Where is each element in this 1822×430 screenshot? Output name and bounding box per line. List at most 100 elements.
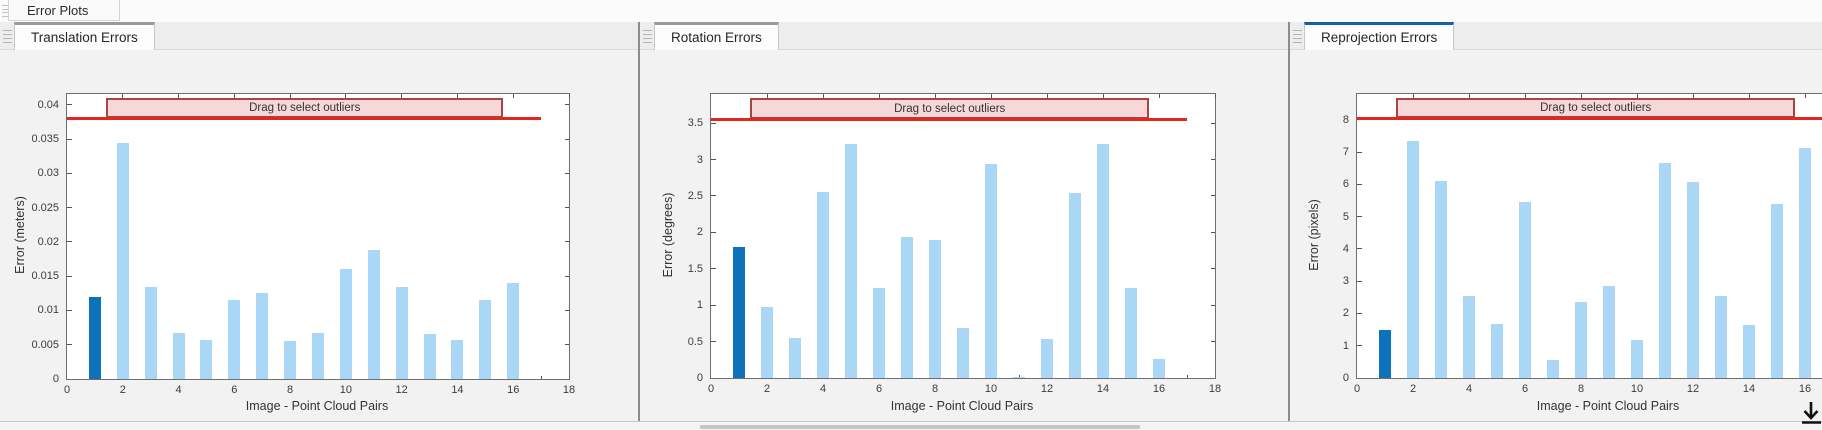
error-bar[interactable] xyxy=(1463,295,1475,378)
y-tick-mark-right xyxy=(565,172,569,174)
error-bar[interactable] xyxy=(1743,324,1755,378)
y-tick-label: 0.03 xyxy=(37,167,59,180)
panel-separator[interactable] xyxy=(1288,22,1290,421)
error-bar[interactable] xyxy=(789,337,801,378)
error-bar[interactable] xyxy=(1799,148,1811,378)
error-bar[interactable] xyxy=(817,192,829,378)
error-bar[interactable] xyxy=(1153,359,1165,378)
error-bar[interactable] xyxy=(845,143,857,378)
x-tick-label: 0 xyxy=(63,384,71,396)
x-tick-label: 6 xyxy=(875,383,883,395)
y-tick-mark xyxy=(711,195,716,197)
error-bar[interactable] xyxy=(1097,143,1109,378)
panel-separator[interactable] xyxy=(638,22,640,421)
x-tick-mark-top xyxy=(178,94,180,98)
y-tick-label: 0 xyxy=(1342,372,1349,384)
outlier-selection-band[interactable]: Drag to select outliers xyxy=(106,98,504,118)
y-tick-mark xyxy=(711,122,716,124)
highlighted-error-bar[interactable] xyxy=(733,246,745,378)
error-bar[interactable] xyxy=(423,333,436,379)
error-bar[interactable] xyxy=(395,287,408,379)
error-bar[interactable] xyxy=(1715,296,1727,378)
y-tick-label: 0.025 xyxy=(31,201,59,214)
outlier-band-label: Drag to select outliers xyxy=(249,102,361,115)
error-bar[interactable] xyxy=(1041,338,1053,378)
error-bar[interactable] xyxy=(873,287,885,378)
tab-error-plots[interactable]: Error Plots xyxy=(8,0,120,21)
error-bar[interactable] xyxy=(1547,360,1559,378)
drag-grip-icon[interactable] xyxy=(643,30,652,43)
x-tick-mark-top xyxy=(568,94,570,98)
error-bar[interactable] xyxy=(339,269,352,379)
x-tick-label: 8 xyxy=(1577,383,1585,395)
error-bar[interactable] xyxy=(1069,193,1081,378)
x-tick-mark-top xyxy=(401,94,403,98)
error-bar[interactable] xyxy=(1519,202,1531,378)
outlier-selection-band[interactable]: Drag to select outliers xyxy=(1396,98,1796,118)
drag-grip-icon[interactable] xyxy=(2,5,10,17)
x-tick-label: 2 xyxy=(119,384,126,396)
rotation-errors-plot-area[interactable]: 0 2 4 6 8 10 12 14 16 18 0 0.5 1 1.5 2 2.5 3 3.5 Drag to s… xyxy=(688,93,1221,395)
y-tick-mark xyxy=(711,268,716,270)
y-tick-mark xyxy=(711,231,716,233)
error-bar[interactable] xyxy=(172,333,185,379)
error-bar[interactable] xyxy=(985,163,997,378)
x-tick-label: 18 xyxy=(1208,383,1222,395)
panel-reprojection-errors: Reprojection Errors 02468101214161801234… xyxy=(1290,22,1822,421)
error-bar[interactable] xyxy=(929,239,941,378)
translation-x-axis-label: Image - Point Cloud Pairs xyxy=(245,399,389,413)
x-tick-mark-top xyxy=(1524,94,1526,98)
x-tick-mark-top xyxy=(822,94,824,98)
x-tick-label: 14 xyxy=(1096,383,1110,395)
translation-errors-plot-area[interactable]: 0 2 4 6 8 10 12 14 16 18 0 0.005 0.01 0.015 0.02 0.025 0… xyxy=(31,93,575,396)
y-tick-mark xyxy=(67,241,72,243)
download-arrow-icon[interactable] xyxy=(1798,398,1822,428)
tab-reprojection-errors[interactable]: Reprojection Errors xyxy=(1304,22,1455,50)
error-bar[interactable] xyxy=(1125,287,1137,378)
reprojection-y-axis-label: Error (pixels) xyxy=(1307,199,1321,271)
error-bar[interactable] xyxy=(1687,181,1699,378)
y-tick-label: 7 xyxy=(1342,146,1349,159)
y-tick-mark xyxy=(1357,248,1362,250)
outlier-selection-band[interactable]: Drag to select outliers xyxy=(750,98,1150,119)
error-bar[interactable] xyxy=(507,283,520,379)
horizontal-scrollbar-thumb[interactable] xyxy=(700,425,1140,429)
error-bar[interactable] xyxy=(957,328,969,378)
error-bar[interactable] xyxy=(284,341,297,379)
error-bar[interactable] xyxy=(1407,140,1419,378)
panel-tab-strip: Translation Errors xyxy=(0,22,638,50)
x-tick-mark-top xyxy=(512,94,514,98)
reprojection-errors-plot-area[interactable]: 024681012141618012345678Drag to select o… xyxy=(1343,93,1822,395)
error-bar[interactable] xyxy=(367,250,380,379)
error-bar[interactable] xyxy=(761,307,773,378)
tab-translation-errors[interactable]: Translation Errors xyxy=(14,22,155,50)
y-tick-mark-right xyxy=(565,309,569,311)
error-bar[interactable] xyxy=(1659,163,1671,378)
x-tick-label: 16 xyxy=(1152,383,1166,395)
x-tick-mark-top xyxy=(233,94,235,98)
error-bar[interactable] xyxy=(312,333,324,379)
error-bar[interactable] xyxy=(1013,376,1025,378)
error-bar[interactable] xyxy=(479,300,492,379)
tab-rotation-errors[interactable]: Rotation Errors xyxy=(654,22,779,50)
drag-grip-icon[interactable] xyxy=(1293,30,1302,43)
error-bar[interactable] xyxy=(228,299,241,379)
y-tick-label: 4 xyxy=(1342,242,1349,255)
error-bar[interactable] xyxy=(1435,181,1447,378)
rotation-y-axis-label: Error (degrees) xyxy=(661,192,675,278)
tab-translation-errors-label: Translation Errors xyxy=(31,30,138,45)
error-bar[interactable] xyxy=(451,339,464,379)
error-bar[interactable] xyxy=(901,236,913,378)
error-bar[interactable] xyxy=(256,292,269,379)
error-bar[interactable] xyxy=(1575,302,1587,378)
error-bar[interactable] xyxy=(1631,339,1643,378)
error-bar[interactable] xyxy=(116,142,129,379)
error-bar[interactable] xyxy=(1603,286,1615,378)
error-bar[interactable] xyxy=(1771,204,1783,378)
drag-grip-icon[interactable] xyxy=(3,30,12,43)
error-bar[interactable] xyxy=(1491,323,1503,378)
error-bar[interactable] xyxy=(144,286,157,379)
error-bar[interactable] xyxy=(200,339,213,379)
highlighted-error-bar[interactable] xyxy=(1379,329,1391,378)
highlighted-error-bar[interactable] xyxy=(88,296,101,379)
